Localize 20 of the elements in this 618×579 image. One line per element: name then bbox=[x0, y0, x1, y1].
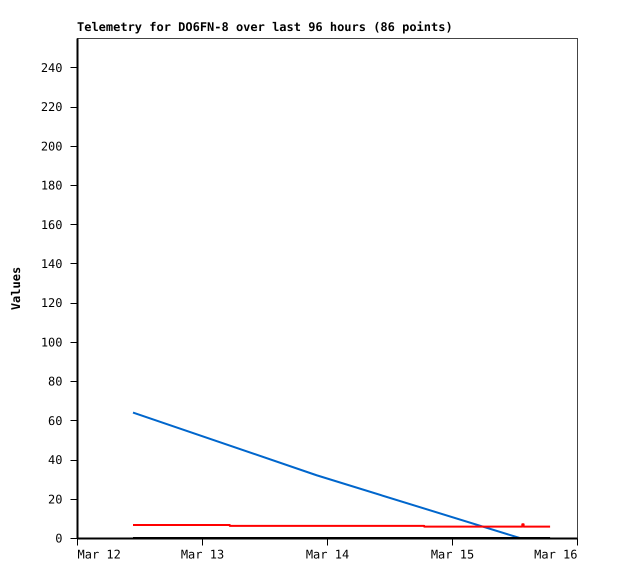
y-tick-label: 140 bbox=[40, 256, 62, 271]
y-axis-title: Values bbox=[8, 266, 23, 310]
y-tick-label: 20 bbox=[48, 492, 62, 506]
y-tick-label: 240 bbox=[40, 60, 62, 75]
chart-title: Telemetry for DO6FN-8 over last 96 hours (86 points) bbox=[77, 20, 453, 34]
y-tick-label: 80 bbox=[48, 374, 62, 389]
y-tick-label: 160 bbox=[40, 218, 62, 232]
x-tick-label: Mar 12 bbox=[78, 548, 121, 562]
y-tick-label: 100 bbox=[40, 335, 62, 350]
y-tick-label: 40 bbox=[48, 453, 62, 468]
y-tick-label: 60 bbox=[48, 414, 62, 428]
x-tick-label: Mar 14 bbox=[306, 548, 350, 562]
y-tick-label: 220 bbox=[40, 100, 62, 114]
x-tick-label: Mar 16 bbox=[534, 548, 578, 562]
x-tick-label: Mar 13 bbox=[180, 548, 224, 562]
y-tick-label: 120 bbox=[40, 296, 62, 310]
y-tick-label: 180 bbox=[40, 178, 62, 193]
y-tick-label: 200 bbox=[40, 139, 62, 154]
x-tick-label: Mar 15 bbox=[430, 548, 474, 562]
y-tick-label: 0 bbox=[55, 532, 62, 546]
